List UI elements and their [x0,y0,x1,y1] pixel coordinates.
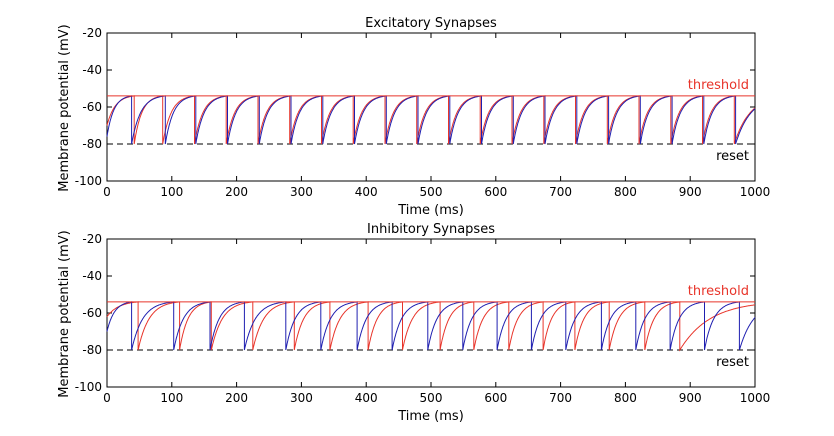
x-tick-label: 700 [549,185,572,199]
x-tick-label: 800 [614,391,637,405]
x-tick-label: 100 [160,391,183,405]
y-tick-label: -20 [82,26,102,40]
x-tick-label: 500 [420,391,443,405]
x-tick-label: 900 [679,185,702,199]
x-tick-label: 700 [549,391,572,405]
y-axis-label: Membrane potential (mV) [57,24,72,191]
y-tick-label: -60 [82,306,102,320]
plot-frame [106,32,756,182]
x-tick-label: 600 [484,391,507,405]
excitatory-chart-panel: Excitatory Synapses Time (ms) Membrane p… [57,16,770,218]
chart-title: Inhibitory Synapses [367,222,495,237]
x-tick-label: 1000 [740,391,771,405]
y-tick-label: -100 [75,380,102,394]
x-tick-label: 300 [290,391,313,405]
x-tick-label: 200 [225,185,248,199]
series-line-red [106,301,756,352]
y-tick-label: -40 [82,269,102,283]
x-tick-label: 600 [484,185,507,199]
y-tick-label: -40 [82,63,102,77]
threshold-label: threshold [688,284,749,299]
x-axis-label: Time (ms) [397,203,464,218]
series-line-blue [106,301,756,351]
x-axis-label: Time (ms) [397,409,464,424]
y-tick-label: -80 [82,137,102,151]
x-tick-label: 300 [290,185,313,199]
x-tick-label: 100 [160,185,183,199]
y-tick-label: -80 [82,343,102,357]
y-tick-label: -100 [75,174,102,188]
x-tick-label: 200 [225,391,248,405]
y-axis-label: Membrane potential (mV) [57,230,72,397]
x-tick-label: 0 [103,185,111,199]
reset-label: reset [716,355,749,370]
x-tick-label: 400 [355,391,378,405]
chart-title: Excitatory Synapses [365,16,497,31]
x-tick-label: 900 [679,391,702,405]
y-tick-label: -60 [82,100,102,114]
reset-label: reset [716,149,749,164]
series-line-red [106,95,756,145]
x-tick-label: 400 [355,185,378,199]
x-tick-label: 500 [420,185,443,199]
x-tick-label: 1000 [740,185,771,199]
x-tick-label: 0 [103,391,111,405]
inhibitory-chart-panel: Inhibitory Synapses Time (ms) Membrane p… [57,222,770,424]
series-line-blue [106,95,756,145]
threshold-label: threshold [688,78,749,93]
y-tick-label: -20 [82,232,102,246]
x-tick-label: 800 [614,185,637,199]
